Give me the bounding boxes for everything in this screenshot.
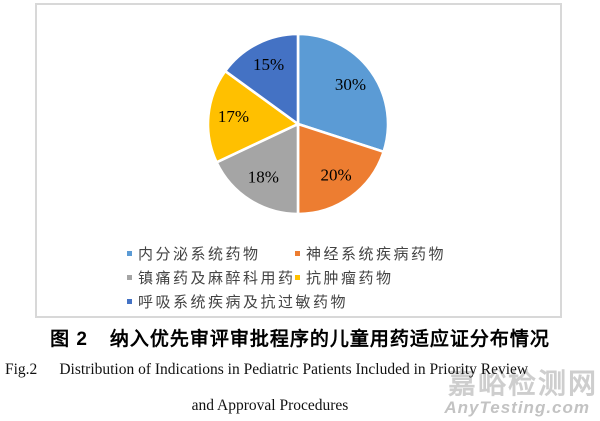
pie-data-label-2: 20% xyxy=(321,165,352,184)
pie-legend: 内分泌系统药物 神经系统疾病药物 镇痛药及麻醉科用药 抗肿瘤药物呼吸系统疾病及抗过敏药… xyxy=(127,241,557,313)
caption-zh-title: 纳入优先审评审批程序的儿童用药适应证分布情况 xyxy=(109,329,550,350)
legend-label: 内分泌系统药物 xyxy=(138,245,261,263)
legend-label: 镇痛药及麻醉科用药 xyxy=(138,269,296,287)
pie-data-label-1: 30% xyxy=(335,75,366,94)
legend-marker-icon xyxy=(127,298,132,304)
watermark: 嘉峪检测网 AnyTesting.com xyxy=(444,368,598,417)
legend-label: 抗肿瘤药物 xyxy=(306,269,394,287)
caption-en-figure-number: Fig.2 xyxy=(5,361,38,378)
pie-chart: 30% 20% 18% 17% 15% xyxy=(206,32,390,216)
legend-label: 神经系统疾病药物 xyxy=(306,245,447,263)
caption-zh-figure-number: 图 2 xyxy=(50,329,88,350)
legend-marker-icon xyxy=(127,274,132,280)
pie-slice-3 xyxy=(215,122,300,216)
watermark-en-text: AnyTesting.com xyxy=(444,398,590,417)
caption-en-title: Distribution of Indications in Pediatric… xyxy=(59,361,529,378)
pie-slice-2 xyxy=(296,122,385,216)
legend-item-5: 呼吸系统疾病及抗过敏药物 xyxy=(127,291,346,312)
legend-item-2: 神经系统疾病药物 xyxy=(295,243,557,264)
legend-item-1: 内分泌系统药物 xyxy=(127,243,295,264)
legend-label: 呼吸系统疾病及抗过敏药物 xyxy=(138,293,349,311)
pie-data-label-5: 15% xyxy=(253,55,284,74)
legend-marker-icon xyxy=(295,250,300,256)
pie-slice-1 xyxy=(296,32,390,154)
legend-item-3: 镇痛药及麻醉科用药 xyxy=(127,267,295,288)
chart-frame: 30% 20% 18% 17% 15% 内分泌系统药物 神经系统疾病药物 镇痛药及麻醉科用药… xyxy=(35,3,562,318)
pie-data-label-4: 17% xyxy=(218,107,249,126)
pie-data-label-3: 18% xyxy=(248,168,279,187)
watermark-cn-text: 嘉峪检测网 xyxy=(447,368,598,399)
caption-en-line2: and Approval Procedures xyxy=(191,397,349,414)
legend-marker-icon xyxy=(295,274,300,280)
legend-item-4: 抗肿瘤药物 xyxy=(295,267,557,288)
caption-en-line1: Fig.2 Distribution of Indications in Pedi… xyxy=(5,361,600,379)
caption-zh: 图 2 纳入优先审评审批程序的儿童用药适应证分布情况 xyxy=(0,324,600,351)
pie-slice-4 xyxy=(206,69,300,164)
pie-slice-5 xyxy=(223,32,300,126)
legend-marker-icon xyxy=(127,250,132,256)
